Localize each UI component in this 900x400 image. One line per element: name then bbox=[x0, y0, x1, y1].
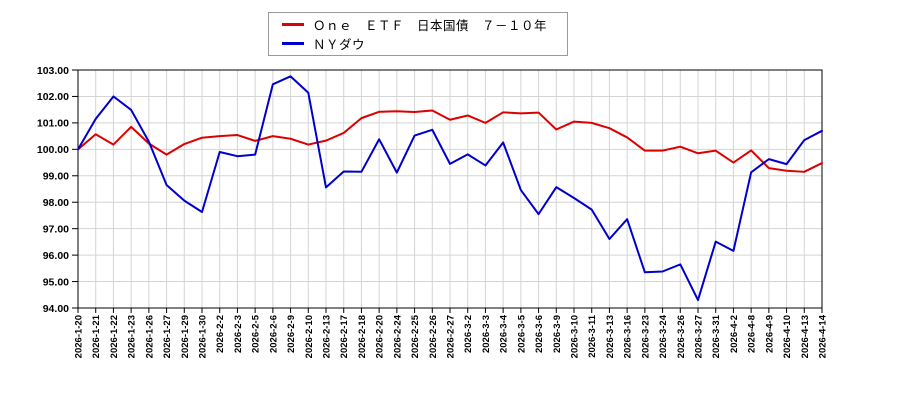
x-tick-label: 2026-3-31 bbox=[711, 314, 722, 358]
x-tick-label: 2026-2-6 bbox=[268, 315, 279, 353]
x-tick-label: 2026-3-16 bbox=[623, 315, 634, 358]
y-tick-label: 94.00 bbox=[43, 303, 69, 315]
series-line-one-etf-jgb-7-10 bbox=[77, 109, 823, 173]
x-tick-label: 2026-2-25 bbox=[410, 314, 421, 358]
legend-item: Ｏｎｅ ＥＴＦ 日本国債 ７－１０年 bbox=[282, 17, 567, 33]
x-tick-label: 2026-3-4 bbox=[499, 314, 510, 353]
x-tick-label: 2026-2-5 bbox=[251, 314, 262, 353]
legend-line-blue-swatch bbox=[282, 42, 304, 45]
x-tick-label: 2026-1-22 bbox=[109, 315, 120, 358]
x-tick-label: 2026-1-20 bbox=[74, 315, 85, 358]
series-line-ny-dow bbox=[77, 75, 823, 302]
x-tick-label: 2026-2-17 bbox=[339, 315, 350, 358]
x-tick-label: 2026-2-13 bbox=[322, 315, 333, 358]
y-tick-label: 99.00 bbox=[43, 171, 69, 183]
x-tick-label: 2026-4-8 bbox=[747, 315, 758, 353]
x-tick-label: 2026-2-26 bbox=[428, 315, 439, 358]
x-tick-label: 2026-3-27 bbox=[694, 315, 705, 358]
legend: Ｏｎｅ ＥＴＦ 日本国債 ７－１０年 ＮＹダウ bbox=[268, 12, 568, 56]
x-tick-label: 2026-1-21 bbox=[91, 314, 102, 358]
x-tick-label: 2026-1-26 bbox=[144, 315, 155, 358]
x-tick-label: 2026-2-20 bbox=[375, 315, 386, 358]
y-tick-label: 96.00 bbox=[43, 250, 69, 262]
x-tick-label: 2026-3-3 bbox=[481, 315, 492, 353]
x-tick-label: 2026-3-24 bbox=[658, 314, 669, 358]
legend-label-ny-dow: ＮＹダウ bbox=[313, 38, 366, 52]
x-tick-label: 2026-1-29 bbox=[180, 315, 191, 358]
x-tick-label: 2026-4-13 bbox=[800, 315, 811, 358]
legend-line-red-swatch bbox=[282, 23, 304, 26]
x-tick-label: 2026-2-18 bbox=[357, 315, 368, 358]
x-tick-label: 2026-3-10 bbox=[570, 315, 581, 358]
y-tick-label: 100.00 bbox=[37, 144, 69, 156]
x-tick-label: 2026-4-14 bbox=[818, 314, 829, 358]
x-tick-label: 2026-3-6 bbox=[534, 315, 545, 353]
x-tick-label: 2026-2-3 bbox=[233, 315, 244, 353]
x-tick-label: 2026-4-9 bbox=[764, 315, 775, 353]
x-tick-label: 2026-2-9 bbox=[286, 315, 297, 353]
x-tick-label: 2026-2-24 bbox=[392, 314, 403, 358]
x-tick-label: 2026-2-27 bbox=[446, 315, 457, 358]
y-tick-label: 102.00 bbox=[37, 91, 69, 103]
x-tick-label: 2026-4-10 bbox=[782, 315, 793, 358]
x-tick-label: 2026-3-23 bbox=[640, 315, 651, 358]
x-tick-label: 2026-3-26 bbox=[676, 315, 687, 358]
legend-item: ＮＹダウ bbox=[282, 36, 567, 52]
x-tick-label: 2026-1-23 bbox=[127, 315, 138, 358]
y-tick-label: 103.00 bbox=[37, 65, 69, 77]
x-tick-label: 2026-2-2 bbox=[215, 315, 226, 353]
x-tick-label: 2026-4-2 bbox=[729, 315, 740, 353]
x-tick-label: 2026-3-11 bbox=[587, 314, 598, 358]
x-tick-label: 2026-1-30 bbox=[198, 315, 209, 358]
x-tick-label: 2026-3-9 bbox=[552, 315, 563, 353]
y-tick-label: 101.00 bbox=[37, 118, 69, 130]
y-tick-label: 97.00 bbox=[43, 223, 69, 235]
y-tick-label: 98.00 bbox=[43, 197, 69, 209]
x-tick-label: 2026-2-10 bbox=[304, 315, 315, 358]
x-tick-label: 2026-3-2 bbox=[463, 315, 474, 353]
y-tick-label: 95.00 bbox=[43, 276, 69, 288]
legend-label-one-etf-jgb: Ｏｎｅ ＥＴＦ 日本国債 ７－１０年 bbox=[313, 19, 548, 33]
x-tick-label: 2026-1-27 bbox=[162, 315, 173, 358]
x-tick-label: 2026-3-13 bbox=[605, 315, 616, 358]
x-tick-label: 2026-3-5 bbox=[516, 314, 527, 353]
